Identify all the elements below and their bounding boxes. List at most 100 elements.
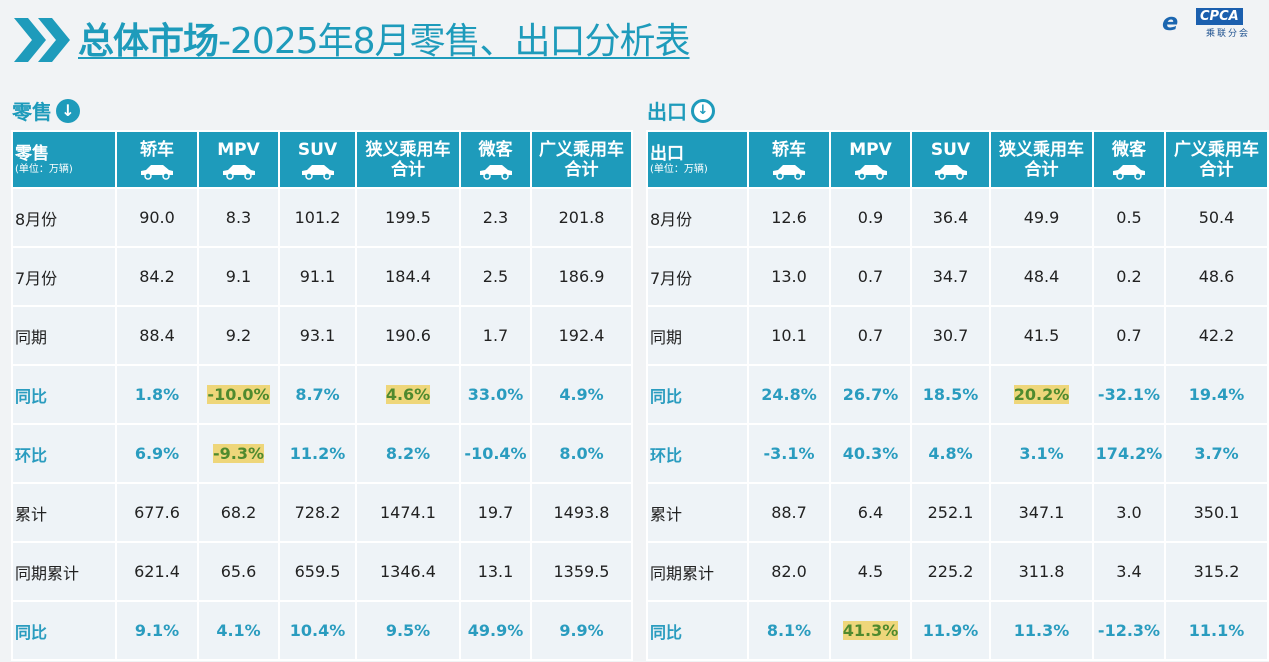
- cell: 40.3%: [829, 423, 912, 484]
- cell-value: 350.1: [1193, 503, 1240, 522]
- cell-value: 0.7: [857, 326, 884, 345]
- cell: 8.2%: [355, 423, 461, 484]
- cell-value: 2.3: [482, 208, 509, 227]
- cell-value: 184.4: [385, 267, 431, 286]
- cell-value: 0.2: [1116, 267, 1142, 286]
- cell-value: 728.2: [294, 503, 341, 522]
- cell: 252.1: [910, 482, 991, 543]
- cell: 192.4: [530, 305, 633, 366]
- cell-value: 19.4%: [1188, 385, 1245, 404]
- row-label: 8月份: [646, 187, 749, 248]
- cell: 1.7: [459, 305, 532, 366]
- cell-value: -12.3%: [1097, 621, 1161, 640]
- cell-value: 91.1: [299, 267, 336, 286]
- cell: 41.3%: [829, 600, 912, 661]
- table-row: 累计 677.6 68.2 728.2 1474.1 19.7 1493.8: [11, 482, 633, 543]
- table-row: 同期 88.4 9.2 93.1 190.6 1.7 192.4: [11, 305, 633, 366]
- page-title: 总体市场-2025年8月零售、出口分析表: [78, 21, 691, 62]
- cell: 36.4: [910, 187, 991, 248]
- cell-value: 11.2%: [289, 444, 346, 463]
- cell: 311.8: [989, 541, 1094, 602]
- cell-value: 30.7: [932, 326, 969, 345]
- cell-value: 34.7: [932, 267, 969, 286]
- cell: 10.4%: [278, 600, 357, 661]
- cell: 13.0: [747, 246, 831, 307]
- cell: 48.4: [989, 246, 1094, 307]
- cell: 8.1%: [747, 600, 831, 661]
- cell: 84.2: [115, 246, 199, 307]
- table-row: 累计 88.7 6.4 252.1 347.1 3.0 350.1: [646, 482, 1269, 543]
- cell: 0.7: [829, 246, 912, 307]
- cell-value: 49.9%: [467, 621, 524, 640]
- table-row: 环比 6.9% -9.3% 11.2% 8.2% -10.4% 8.0%: [11, 423, 633, 484]
- cell-value: 90.0: [139, 208, 175, 227]
- car-icon: [1094, 162, 1164, 180]
- column-header: MPV: [829, 130, 912, 189]
- cell-value: 2.5: [482, 267, 509, 286]
- cell: 186.9: [530, 246, 633, 307]
- cell-value: 199.5: [385, 208, 431, 227]
- cell: 8.7%: [278, 364, 357, 425]
- cell-value: 252.1: [927, 503, 974, 522]
- cell-value: 1346.4: [380, 562, 436, 581]
- cell: 11.9%: [910, 600, 991, 661]
- cell: 1474.1: [355, 482, 461, 543]
- cell: 82.0: [747, 541, 831, 602]
- cell-value: 3.7%: [1194, 444, 1239, 463]
- cell-value: 677.6: [134, 503, 180, 522]
- car-icon: [831, 162, 910, 180]
- cell-value: 84.2: [139, 267, 175, 286]
- cell-value: 13.0: [771, 267, 807, 286]
- arrow-down-circle-icon: ↓: [56, 98, 80, 123]
- cell: 30.7: [910, 305, 991, 366]
- double-chevron-icon: [14, 18, 70, 62]
- car-icon: [912, 162, 989, 180]
- cell-value: 3.0: [1116, 503, 1142, 522]
- cell: 6.4: [829, 482, 912, 543]
- row-label: 环比: [646, 423, 749, 484]
- cell-value: 9.9%: [559, 621, 604, 640]
- table-row: 同期累计 82.0 4.5 225.2 311.8 3.4 315.2: [646, 541, 1269, 602]
- cell: 4.1%: [197, 600, 280, 661]
- cell-value: 9.2: [225, 326, 252, 345]
- cell: 41.5: [989, 305, 1094, 366]
- cell-value: 19.7: [477, 503, 514, 522]
- highlighted-value: 41.3%: [842, 621, 899, 640]
- cell-value: 48.6: [1198, 267, 1235, 286]
- column-header: 轿车: [115, 130, 199, 189]
- cell-value: 8.3: [225, 208, 252, 227]
- column-header: 狭义乘用车 合计: [989, 130, 1094, 189]
- cell-value: 225.2: [927, 562, 974, 581]
- column-header: 广义乘用车 合计: [1164, 130, 1269, 189]
- cell: 19.4%: [1164, 364, 1269, 425]
- cell: 11.3%: [989, 600, 1094, 661]
- cell-value: 65.6: [220, 562, 257, 581]
- cell: 3.0: [1092, 482, 1166, 543]
- cell: 12.6: [747, 187, 831, 248]
- cell-value: 68.2: [220, 503, 257, 522]
- cell-value: -3.1%: [763, 444, 815, 463]
- cell-value: 1493.8: [553, 503, 610, 522]
- cell: 201.8: [530, 187, 633, 248]
- cell: 11.1%: [1164, 600, 1269, 661]
- row-label: 7月份: [646, 246, 749, 307]
- cell: 0.7: [829, 305, 912, 366]
- cell-value: 192.4: [558, 326, 605, 345]
- cell: 9.5%: [355, 600, 461, 661]
- cell-value: 82.0: [771, 562, 807, 581]
- table-row: 环比 -3.1% 40.3% 4.8% 3.1% 174.2% 3.7%: [646, 423, 1269, 484]
- cell: 0.7: [1092, 305, 1166, 366]
- table-row: 7月份 13.0 0.7 34.7 48.4 0.2 48.6: [646, 246, 1269, 307]
- row-label: 同比: [646, 600, 749, 661]
- cell-value: 315.2: [1193, 562, 1240, 581]
- table-row: 同比 1.8% -10.0% 8.7% 4.6% 33.0% 4.9%: [11, 364, 633, 425]
- cell-value: 8.2%: [385, 444, 431, 463]
- cell: 199.5: [355, 187, 461, 248]
- cell: 347.1: [989, 482, 1094, 543]
- cell: 4.6%: [355, 364, 461, 425]
- cell-value: 36.4: [932, 208, 969, 227]
- row-label: 同期累计: [11, 541, 117, 602]
- corner-header: 出口 (单位：万辆): [646, 130, 749, 189]
- cell-value: -32.1%: [1097, 385, 1161, 404]
- cell: 24.8%: [747, 364, 831, 425]
